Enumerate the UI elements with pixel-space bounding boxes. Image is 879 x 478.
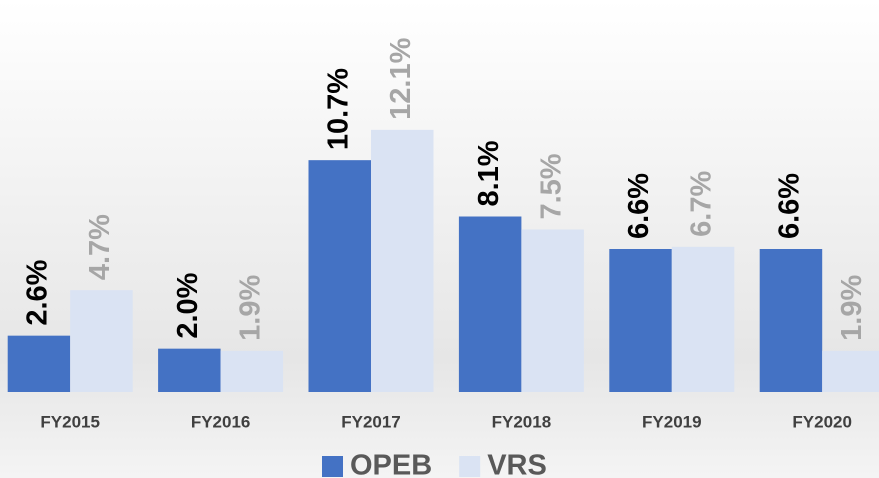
x-tick-label: FY2017 xyxy=(341,412,401,431)
value-label: 2.6% xyxy=(22,259,54,325)
value-label: 2.0% xyxy=(172,272,204,338)
legend-label: OPEB xyxy=(350,450,432,478)
legend-swatch xyxy=(322,456,343,477)
legend-swatch xyxy=(459,456,481,477)
legend-label: VRS xyxy=(487,450,547,478)
x-tick-label: FY2020 xyxy=(792,412,852,431)
x-tick-label: FY2019 xyxy=(642,412,702,431)
x-tick-label: FY2018 xyxy=(492,412,552,431)
value-label: 10.7% xyxy=(322,68,354,150)
x-tick-label: FY2016 xyxy=(191,412,251,431)
bar xyxy=(759,249,823,392)
bar xyxy=(521,229,584,392)
value-label: 8.1% xyxy=(473,140,505,206)
value-label: 12.1% xyxy=(385,37,417,119)
bar xyxy=(158,348,221,392)
bar xyxy=(609,249,672,392)
bar xyxy=(822,350,879,392)
value-label: 1.9% xyxy=(235,275,267,341)
x-tick-label: FY2015 xyxy=(40,412,100,431)
bar xyxy=(671,246,735,392)
bar xyxy=(220,350,284,392)
bar xyxy=(458,216,522,392)
value-label: 6.6% xyxy=(623,173,655,239)
value-label: 6.6% xyxy=(774,173,806,239)
value-label: 1.9% xyxy=(836,275,868,341)
value-label: 7.5% xyxy=(535,153,567,219)
bar xyxy=(308,160,371,392)
value-label: 4.7% xyxy=(84,214,116,280)
value-label: 6.7% xyxy=(686,171,718,237)
bar xyxy=(70,290,133,392)
bar xyxy=(7,335,71,392)
bar xyxy=(371,129,434,393)
